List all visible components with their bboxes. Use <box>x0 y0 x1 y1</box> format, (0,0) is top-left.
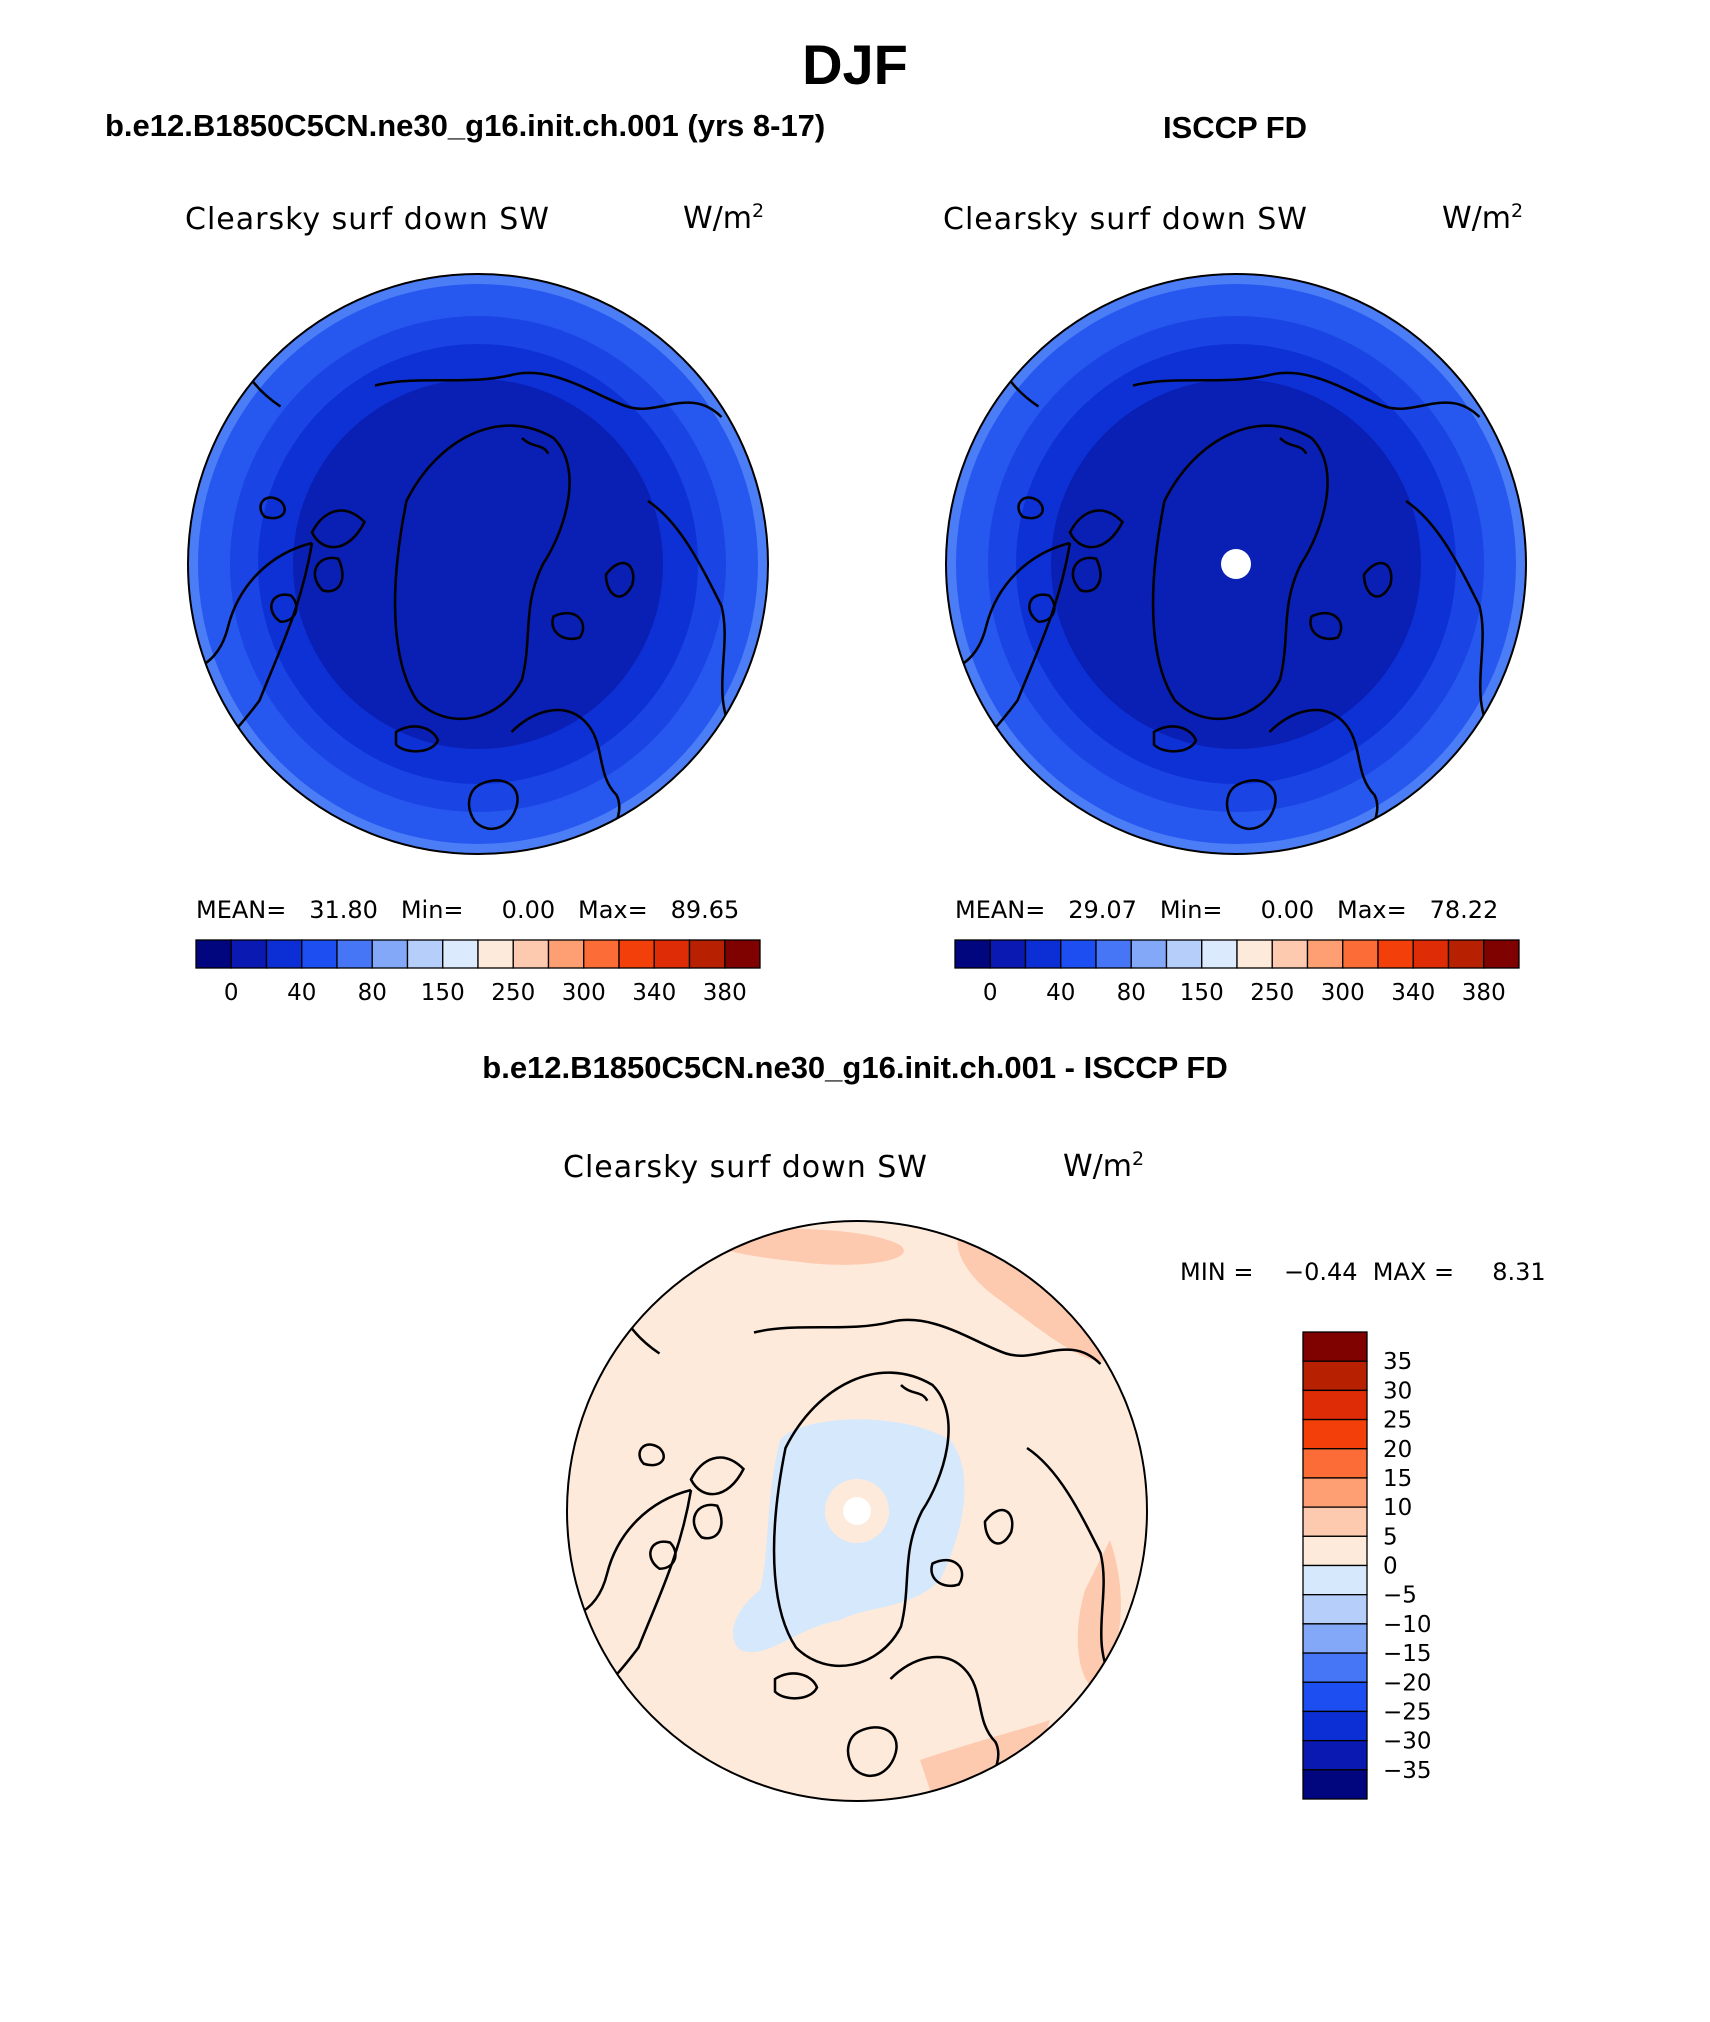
diff-colorbar-box <box>1302 1535 1368 1567</box>
obs-colorbar-box <box>1060 939 1097 969</box>
model-colorbar-box <box>512 939 550 969</box>
obs-polar-map <box>945 273 1527 855</box>
model-colorbar-box <box>442 939 479 969</box>
model-colorbar-box <box>688 939 726 969</box>
diff-colorbar-box <box>1302 1389 1368 1421</box>
diff-colorbar-box <box>1302 1739 1368 1771</box>
obs-colorbar-tick-label: 150 <box>1180 980 1224 1006</box>
obs-colorbar-box <box>954 939 991 969</box>
model-colorbar-tick-label: 80 <box>358 980 387 1006</box>
obs-colorbar-box <box>1201 939 1238 969</box>
obs-colorbar-tick-label: 340 <box>1391 980 1435 1006</box>
model-colorbar-tick-label: 340 <box>632 980 676 1006</box>
obs-colorbar-box <box>1306 939 1344 969</box>
diff-colorbar-box <box>1302 1681 1368 1713</box>
obs-colorbar-box <box>1095 939 1132 969</box>
obs-colorbar-box <box>1271 939 1309 969</box>
obs-units-label: W/m2 <box>1442 200 1524 236</box>
obs-colorbar-tick-label: 80 <box>1117 980 1146 1006</box>
diff-variable-label: Clearsky surf down SW <box>563 1150 928 1185</box>
obs-colorbar-box <box>1483 939 1520 969</box>
model-stats: MEAN= 31.80 Min= 0.00 Max= 89.65 <box>196 896 740 924</box>
obs-stats: MEAN= 29.07 Min= 0.00 Max= 78.22 <box>955 896 1499 924</box>
diff-colorbar-tick-label: −20 <box>1383 1670 1432 1696</box>
diff-colorbar-tick-label: 25 <box>1383 1408 1412 1434</box>
diff-colorbar-box <box>1302 1360 1368 1392</box>
diff-colorbar-box <box>1302 1710 1368 1742</box>
model-colorbar-box <box>265 939 303 969</box>
model-colorbar-box <box>477 939 514 969</box>
model-colorbar-box <box>547 939 585 969</box>
diff-colorbar-box <box>1302 1506 1368 1537</box>
obs-colorbar-box <box>1165 939 1203 969</box>
diff-colorbar-box <box>1302 1769 1368 1800</box>
diff-colorbar-box <box>1302 1623 1368 1654</box>
diff-colorbar-tick-label: −15 <box>1383 1641 1432 1667</box>
diff-colorbar-tick-label: 20 <box>1383 1437 1412 1463</box>
obs-colorbar-tick-label: 380 <box>1462 980 1506 1006</box>
model-colorbar: 0 40 80 150 250 300 340 380 <box>195 939 761 1006</box>
diff-polar-map <box>566 1220 1148 1802</box>
diff-panel-title: b.e12.B1850C5CN.ne30_g16.init.ch.001 - I… <box>482 1050 1228 1085</box>
model-colorbar-box <box>618 939 655 969</box>
obs-colorbar-box <box>1447 939 1485 969</box>
obs-colorbar-tick-label: 0 <box>983 980 998 1006</box>
diff-colorbar-box <box>1302 1477 1368 1508</box>
diff-units-label: W/m2 <box>1063 1148 1145 1184</box>
model-colorbar-box <box>336 939 373 969</box>
diff-colorbar-box <box>1302 1448 1368 1479</box>
diff-colorbar-tick-label: 5 <box>1383 1524 1398 1550</box>
model-colorbar-box <box>724 939 761 969</box>
obs-colorbar-tick-label: 300 <box>1321 980 1365 1006</box>
model-colorbar-box <box>230 939 268 969</box>
diff-colorbar-tick-label: 30 <box>1383 1378 1412 1404</box>
diff-colorbar-tick-label: 35 <box>1383 1349 1412 1375</box>
diff-colorbar-box <box>1302 1564 1368 1596</box>
obs-colorbar-tick-label: 250 <box>1250 980 1294 1006</box>
model-variable-label: Clearsky surf down SW <box>185 202 550 237</box>
diff-colorbar-tick-label: −30 <box>1383 1729 1432 1755</box>
model-colorbar-tick-label: 150 <box>421 980 465 1006</box>
diff-colorbar-tick-label: −25 <box>1383 1699 1432 1725</box>
obs-colorbar-box <box>989 939 1027 969</box>
model-colorbar-box <box>195 939 232 969</box>
model-panel-title: b.e12.B1850C5CN.ne30_g16.init.ch.001 (yr… <box>105 108 826 143</box>
model-colorbar-tick-label: 40 <box>287 980 316 1006</box>
diff-colorbar-tick-label: 0 <box>1383 1554 1398 1580</box>
obs-colorbar-box <box>1342 939 1379 969</box>
model-units-label: W/m2 <box>683 200 765 236</box>
model-colorbar-box <box>301 939 338 969</box>
model-polar-map <box>187 273 769 855</box>
diff-colorbar-tick-label: 15 <box>1383 1466 1412 1492</box>
model-colorbar-box <box>653 939 691 969</box>
diff-colorbar-tick-label: 10 <box>1383 1495 1412 1521</box>
diff-colorbar: 35 30 25 20 15 10 5 0 −5 −10 −15 −20 −25 −30 −35 <box>1302 1331 1432 1800</box>
diff-colorbar-tick-label: −5 <box>1383 1583 1417 1609</box>
model-colorbar-box <box>371 939 409 969</box>
obs-colorbar: 0 40 80 150 250 300 340 380 <box>954 939 1520 1006</box>
diff-min-max: MIN = −0.44 MAX = 8.31 <box>1180 1258 1546 1286</box>
obs-panel-title: ISCCP FD <box>1162 110 1308 145</box>
model-colorbar-tick-label: 0 <box>224 980 239 1006</box>
diff-colorbar-box <box>1302 1331 1368 1362</box>
obs-colorbar-tick-label: 40 <box>1046 980 1075 1006</box>
diff-colorbar-box <box>1302 1652 1368 1683</box>
obs-colorbar-box <box>1130 939 1168 969</box>
obs-colorbar-box <box>1412 939 1450 969</box>
diff-colorbar-box <box>1302 1594 1368 1625</box>
obs-variable-label: Clearsky surf down SW <box>943 202 1308 237</box>
obs-colorbar-box <box>1024 939 1062 969</box>
model-colorbar-tick-label: 380 <box>703 980 747 1006</box>
model-colorbar-tick-label: 250 <box>491 980 535 1006</box>
diff-colorbar-tick-label: −35 <box>1383 1758 1432 1784</box>
model-colorbar-box <box>406 939 444 969</box>
obs-colorbar-box <box>1377 939 1414 969</box>
obs-colorbar-box <box>1236 939 1273 969</box>
figure-title: DJF <box>802 33 908 96</box>
diff-colorbar-tick-label: −10 <box>1383 1612 1432 1638</box>
diff-colorbar-box <box>1302 1418 1368 1450</box>
model-colorbar-box <box>583 939 620 969</box>
model-colorbar-tick-label: 300 <box>562 980 606 1006</box>
